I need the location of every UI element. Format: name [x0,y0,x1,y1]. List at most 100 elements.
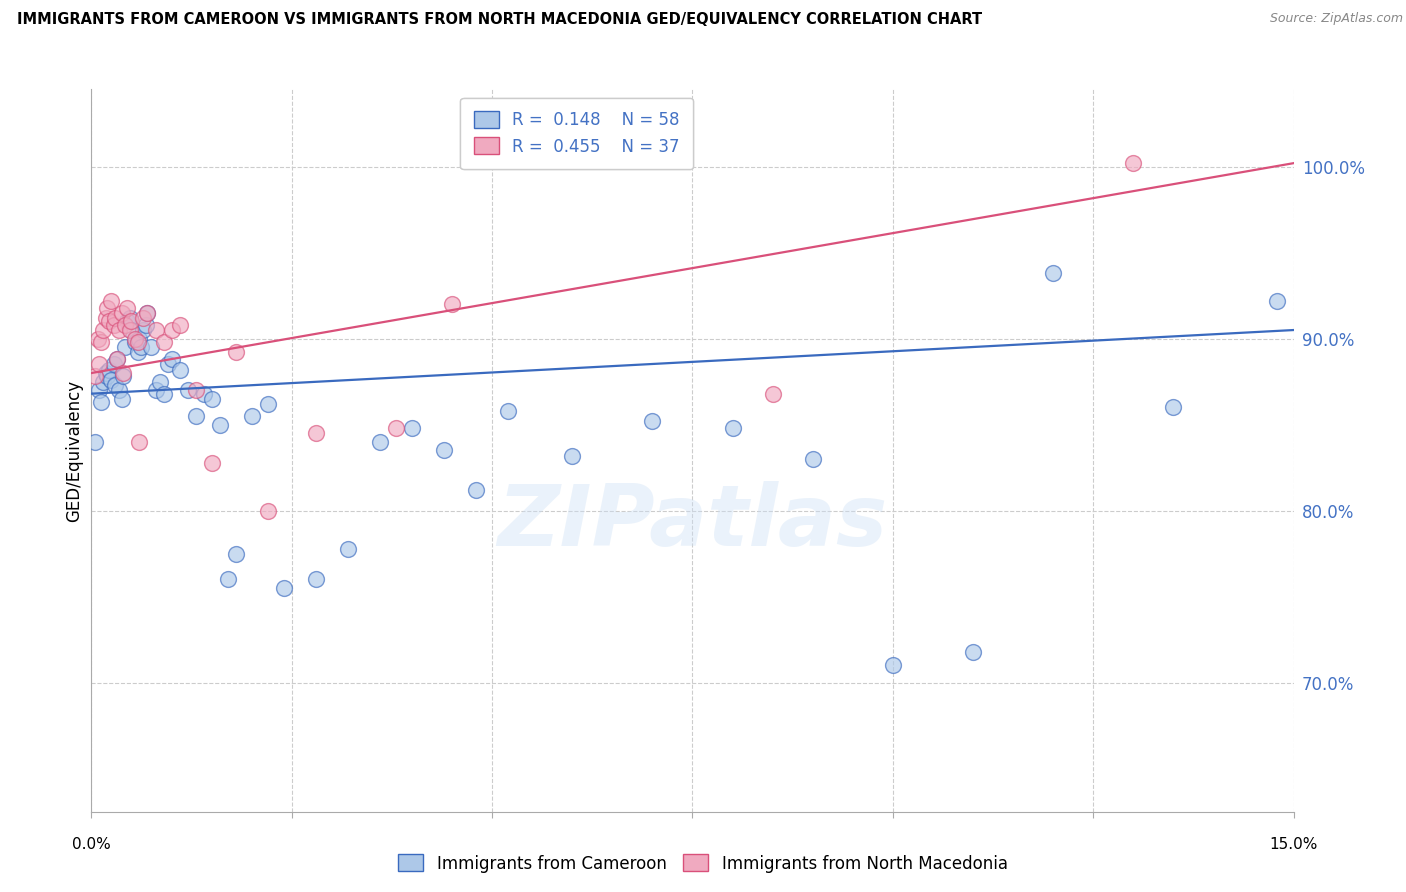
Point [201,455,224,469]
Point [98,362,121,376]
Point [176,383,198,397]
Point [89,383,111,397]
Point [108,383,131,397]
Point [136,306,159,320]
Point [169,318,191,332]
Point [152,334,174,349]
Text: Source: ZipAtlas.com: Source: ZipAtlas.com [1270,12,1403,25]
Legend: R =  0.148    N = 58, R =  0.455    N = 37: R = 0.148 N = 58, R = 0.455 N = 37 [460,97,693,169]
Point [240,409,263,423]
Point [401,421,423,435]
Point [124,334,146,349]
Point [114,340,136,354]
Point [112,366,135,380]
Point [336,541,359,556]
Point [801,452,824,467]
Point [193,386,215,401]
Text: 0.0%: 0.0% [72,837,111,852]
Point [103,318,125,332]
Point [105,352,128,367]
Point [84,369,107,384]
Point [96,301,118,315]
Point [225,345,247,359]
Legend: Immigrants from Cameroon, Immigrants from North Macedonia: Immigrants from Cameroon, Immigrants fro… [392,847,1014,880]
Point [127,345,149,359]
Point [100,293,122,308]
Point [124,332,146,346]
Point [385,421,408,435]
Point [104,310,127,325]
Point [433,443,456,458]
Point [117,314,139,328]
Point [111,306,134,320]
Point [127,334,149,349]
Point [160,352,183,367]
Point [273,581,295,595]
Point [145,323,167,337]
Y-axis label: GED/Equivalency: GED/Equivalency [65,379,83,522]
Point [641,414,664,428]
Point [93,323,115,337]
Point [100,373,122,387]
Point [128,434,150,449]
Point [104,378,127,392]
Point [93,375,115,389]
Point [305,573,328,587]
Point [129,340,152,354]
Point [465,483,488,497]
Point [118,323,141,337]
Point [762,386,785,401]
Point [962,645,984,659]
Point [148,375,170,389]
Point [111,392,134,406]
Point [94,310,117,325]
Point [1163,401,1185,415]
Point [368,434,391,449]
Point [121,323,143,337]
Point [84,434,107,449]
Point [305,426,328,441]
Point [135,318,157,332]
Point [128,332,150,346]
Point [440,297,463,311]
Point [141,340,163,354]
Point [1042,266,1064,280]
Point [152,386,174,401]
Point [145,383,167,397]
Point [114,318,136,332]
Point [117,301,139,315]
Text: ZIPatlas: ZIPatlas [498,481,887,565]
Point [94,366,117,380]
Point [1267,293,1289,308]
Point [256,503,278,517]
Point [882,658,904,673]
Text: IMMIGRANTS FROM CAMEROON VS IMMIGRANTS FROM NORTH MACEDONIA GED/EQUIVALENCY CORR: IMMIGRANTS FROM CAMEROON VS IMMIGRANTS F… [17,12,981,27]
Point [160,323,183,337]
Point [132,310,155,325]
Point [208,417,231,432]
Point [184,383,207,397]
Point [121,314,143,328]
Point [118,310,141,325]
Point [169,362,191,376]
Point [561,449,583,463]
Point [1122,156,1144,170]
Point [105,352,128,367]
Point [90,334,112,349]
Point [96,369,118,384]
Point [496,404,519,418]
Text: 15.0%: 15.0% [1270,837,1317,852]
Point [136,306,159,320]
Point [201,392,224,406]
Point [256,397,278,411]
Point [98,314,121,328]
Point [90,395,112,409]
Point [217,573,239,587]
Point [103,358,125,372]
Point [89,358,111,372]
Point [156,358,179,372]
Point [132,323,155,337]
Point [108,323,131,337]
Point [184,409,207,423]
Point [87,332,110,346]
